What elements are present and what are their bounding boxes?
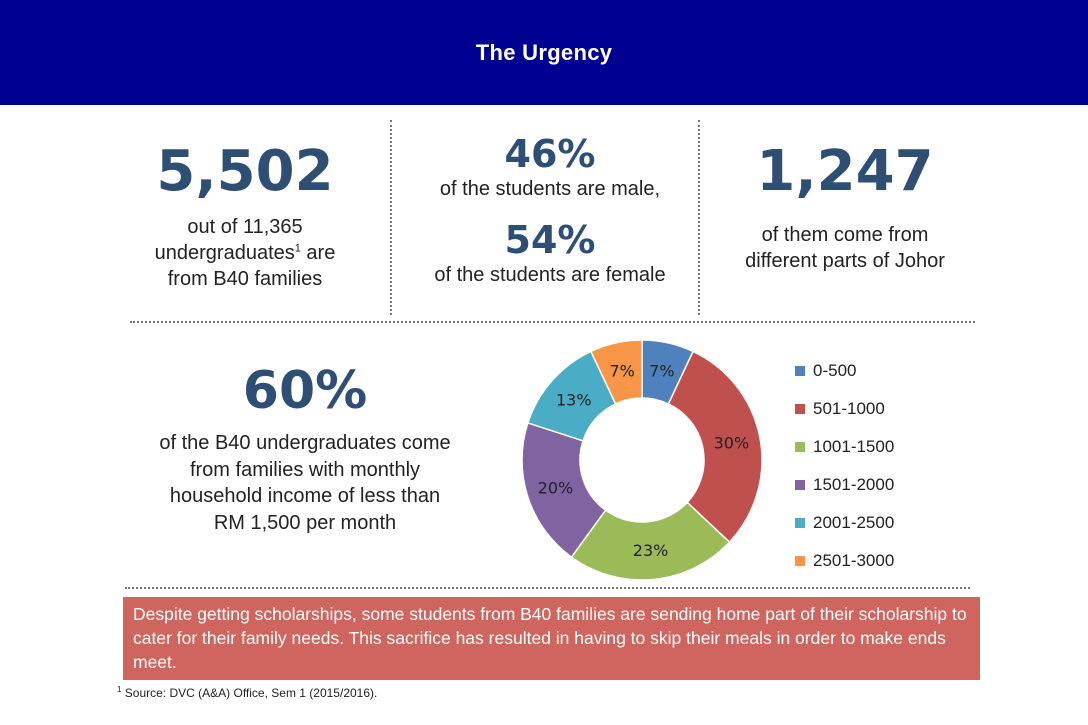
legend-label: 501-1000 [813, 399, 885, 418]
stat-johor-value: 1,247 [756, 139, 934, 204]
stat-income-text: of the B40 undergraduates come from fami… [120, 430, 490, 536]
source-text: Source: DVC (A&A) Office, Sem 1 (2015/20… [121, 686, 378, 700]
legend-item-501-1000: 501-1000 [795, 390, 945, 428]
header-banner: The Urgency [0, 0, 1088, 105]
stat-undergraduates-text: out of 11,365 undergraduates1 are from B… [120, 214, 370, 292]
stat-income-value: 60% [242, 361, 368, 421]
legend-swatch [795, 556, 805, 566]
donut-label-501-1000: 30% [714, 433, 750, 452]
legend-swatch [795, 366, 805, 376]
income-donut-chart: 7% 30% 23% 20% 13% 7% [521, 339, 763, 581]
stat-income-line1: of the B40 undergraduates come [159, 432, 451, 454]
legend-swatch [795, 404, 805, 414]
donut-slice-1501-2000 [521, 421, 607, 559]
stat-johor-line1: of them come from [761, 224, 929, 246]
legend-label: 0-500 [813, 361, 857, 380]
page-title: The Urgency [475, 39, 613, 65]
divider-horizontal-1 [130, 321, 975, 323]
source-footnote: 1 Source: DVC (A&A) Office, Sem 1 (2015/… [117, 685, 377, 700]
stat-income-line2: from families with monthly [189, 458, 421, 481]
legend-label: 2501-3000 [813, 551, 895, 570]
stat-income-line4: RM 1,500 per month [213, 511, 397, 534]
donut-slice-2501-3000 [589, 339, 643, 405]
donut-label-0-500: 7% [649, 362, 674, 381]
stat-johor-text: of them come from different parts of Joh… [715, 222, 975, 274]
divider-vertical-1 [390, 120, 392, 315]
stat-undergraduates-value: 5,502 [156, 139, 334, 204]
footnote-marker: 1 [294, 242, 301, 255]
stat-johor-line2: different parts of Johor [745, 250, 945, 272]
stat-female-text: of the students are female [434, 264, 666, 286]
stat-johor: 1,247 of them come from different parts … [715, 140, 975, 274]
legend-label: 2001-2500 [813, 513, 895, 532]
donut-slice-1001-1500 [570, 501, 731, 581]
stat-undergraduates: 5,502 out of 11,365 undergraduates1 are … [120, 140, 370, 292]
stat-undergraduates-line2-main: undergraduates [154, 242, 295, 264]
stat-undergraduates-line3: from B40 families [167, 268, 323, 290]
legend-swatch [795, 442, 805, 452]
donut-slice-501-1000 [667, 350, 763, 544]
stat-male-value: 46% [504, 132, 596, 176]
stat-gender: 46% of the students are male, 54% of the… [410, 132, 690, 288]
legend-swatch [795, 480, 805, 490]
stat-undergraduates-line2: undergraduates1 are [120, 240, 370, 266]
donut-label-2501-3000: 7% [609, 362, 634, 381]
stat-undergraduates-line2-end: are [300, 242, 336, 264]
donut-label-1501-2000: 20% [538, 479, 574, 498]
legend-item-2001-2500: 2001-2500 [795, 504, 945, 542]
legend-swatch [795, 518, 805, 528]
legend-item-1501-2000: 1501-2000 [795, 466, 945, 504]
legend-item-2501-3000: 2501-3000 [795, 542, 945, 580]
stat-income: 60% of the B40 undergraduates come from … [120, 360, 490, 536]
stat-income-line3: household income of less than [169, 485, 441, 508]
divider-vertical-2 [698, 120, 700, 315]
legend-label: 1501-2000 [813, 475, 895, 494]
legend-label: 1001-1500 [813, 437, 895, 456]
source-footnote-marker: 1 [117, 685, 122, 694]
legend-item-1001-1500: 1001-1500 [795, 428, 945, 466]
note-text: Despite getting scholarships, some stude… [133, 604, 967, 672]
legend-item-0-500: 0-500 [795, 352, 945, 390]
chart-legend: 0-500 501-1000 1001-1500 1501-2000 2001-2500… [795, 352, 945, 580]
stat-male-text: of the students are male, [439, 178, 661, 200]
donut-label-2001-2500: 13% [556, 390, 592, 409]
donut-label-1001-1500: 23% [633, 541, 669, 560]
stat-undergraduates-line1: out of 11,365 [187, 216, 303, 238]
stat-female-value: 54% [504, 218, 596, 262]
divider-horizontal-2 [125, 587, 970, 589]
note-box: Despite getting scholarships, some stude… [123, 597, 980, 680]
